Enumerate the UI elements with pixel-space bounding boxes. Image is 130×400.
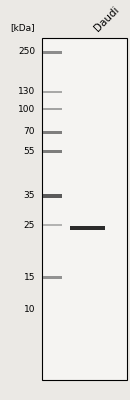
Text: 15: 15 bbox=[24, 272, 35, 282]
Bar bbox=[43, 150, 62, 152]
Bar bbox=[42, 38, 127, 380]
Text: 130: 130 bbox=[18, 88, 35, 96]
Text: 250: 250 bbox=[18, 48, 35, 56]
Bar bbox=[43, 276, 62, 278]
Bar bbox=[43, 194, 62, 198]
Bar bbox=[70, 226, 105, 230]
Bar bbox=[43, 224, 62, 226]
Text: 35: 35 bbox=[24, 192, 35, 200]
Bar bbox=[43, 50, 62, 54]
Text: 55: 55 bbox=[24, 146, 35, 156]
Text: 100: 100 bbox=[18, 104, 35, 114]
Bar bbox=[43, 108, 62, 110]
Text: Daudi: Daudi bbox=[93, 4, 121, 33]
Text: 10: 10 bbox=[24, 306, 35, 314]
Bar bbox=[43, 130, 62, 134]
Bar bbox=[43, 91, 62, 93]
Text: 70: 70 bbox=[24, 128, 35, 136]
Text: [kDa]: [kDa] bbox=[10, 24, 35, 32]
Text: 25: 25 bbox=[24, 220, 35, 230]
